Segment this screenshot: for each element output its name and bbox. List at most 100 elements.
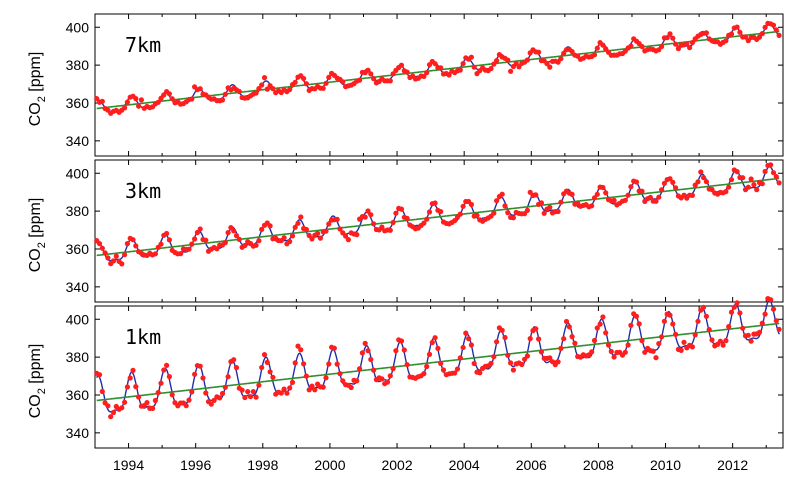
observation-point xyxy=(390,366,396,372)
observation-point xyxy=(661,318,668,324)
y-tick-label: 340 xyxy=(66,425,90,441)
observation-point xyxy=(166,91,172,97)
panel-frame xyxy=(94,13,784,157)
observation-point xyxy=(169,392,175,398)
observation-point xyxy=(136,394,142,400)
observation-point xyxy=(152,397,158,404)
observation-point xyxy=(452,370,458,376)
observation-point xyxy=(354,232,360,238)
observation-point xyxy=(326,361,332,367)
observation-point xyxy=(384,379,391,385)
observation-point xyxy=(387,373,393,379)
observation-point xyxy=(494,339,500,345)
observation-point xyxy=(558,56,564,62)
observation-point xyxy=(589,203,595,209)
observation-point xyxy=(605,342,612,348)
observation-point xyxy=(642,349,648,355)
observation-point xyxy=(236,88,242,95)
observation-point xyxy=(158,380,164,386)
y-axis-label: CO2 [ppm] xyxy=(27,198,48,273)
observation-point xyxy=(717,338,724,344)
observation-point xyxy=(359,350,365,356)
observation-point xyxy=(474,212,480,218)
observation-point xyxy=(591,337,598,344)
observation-point xyxy=(113,253,119,259)
observation-point xyxy=(488,360,494,366)
observation-point xyxy=(253,242,259,248)
observation-point xyxy=(670,179,676,185)
observation-point xyxy=(491,61,497,67)
observation-point xyxy=(133,243,139,249)
observation-point xyxy=(404,215,410,221)
observation-point xyxy=(650,348,656,354)
observation-point xyxy=(124,384,130,390)
observation-point xyxy=(687,45,693,51)
observation-point xyxy=(681,339,687,345)
observation-point xyxy=(298,347,304,353)
observation-point xyxy=(150,405,156,411)
observation-point xyxy=(566,324,572,330)
observation-point xyxy=(558,345,564,351)
observation-point xyxy=(379,376,385,382)
observation-point xyxy=(144,400,150,406)
observation-point xyxy=(670,35,676,41)
observation-point xyxy=(250,389,256,395)
observation-point xyxy=(754,187,760,193)
observation-point xyxy=(494,198,500,204)
observation-point xyxy=(225,374,231,380)
observation-point xyxy=(233,233,240,239)
observation-point xyxy=(709,337,715,343)
observation-point xyxy=(759,30,765,37)
observation-point xyxy=(192,236,198,242)
observation-point xyxy=(510,367,516,373)
observation-point xyxy=(536,336,542,342)
observation-point xyxy=(591,52,598,58)
observation-point xyxy=(591,195,598,201)
observation-point xyxy=(345,237,351,243)
observation-point xyxy=(303,81,309,87)
observation-point xyxy=(446,72,452,78)
observation-point xyxy=(438,209,444,215)
observation-point xyxy=(538,200,545,206)
observation-point xyxy=(315,230,321,236)
x-tick-label: 2000 xyxy=(314,457,345,473)
observation-point xyxy=(647,194,654,200)
observation-point xyxy=(357,77,363,83)
observation-point xyxy=(158,241,164,247)
observation-point xyxy=(368,212,374,218)
observation-point xyxy=(200,375,206,381)
observation-point xyxy=(398,62,405,68)
observation-point xyxy=(734,169,740,175)
observation-point xyxy=(589,349,595,355)
observation-point xyxy=(728,31,735,37)
observation-point xyxy=(326,74,332,80)
observation-point xyxy=(110,258,117,264)
observation-point xyxy=(600,42,606,48)
observation-point xyxy=(270,86,276,92)
x-tick-label: 1994 xyxy=(113,457,144,473)
observation-point xyxy=(306,387,312,393)
observation-point xyxy=(348,384,354,391)
observation-point xyxy=(432,335,438,341)
observation-point xyxy=(594,191,600,197)
observation-point xyxy=(284,390,290,396)
observation-point xyxy=(261,352,268,358)
y-tick-label: 380 xyxy=(66,349,90,365)
observation-point xyxy=(770,170,777,176)
observation-point xyxy=(673,41,679,47)
observation-point xyxy=(508,360,514,366)
observation-point xyxy=(337,371,343,377)
observation-point xyxy=(519,361,525,368)
observation-point xyxy=(468,342,474,348)
observation-point xyxy=(776,326,782,332)
observation-point xyxy=(622,349,628,355)
observation-point xyxy=(287,385,293,391)
observation-point xyxy=(189,96,195,102)
observation-point xyxy=(513,60,519,66)
observation-point xyxy=(673,331,679,337)
observation-point xyxy=(656,341,662,347)
observation-point xyxy=(189,241,195,247)
observation-point xyxy=(639,188,645,194)
observation-point xyxy=(491,354,497,360)
observation-point xyxy=(334,216,340,222)
